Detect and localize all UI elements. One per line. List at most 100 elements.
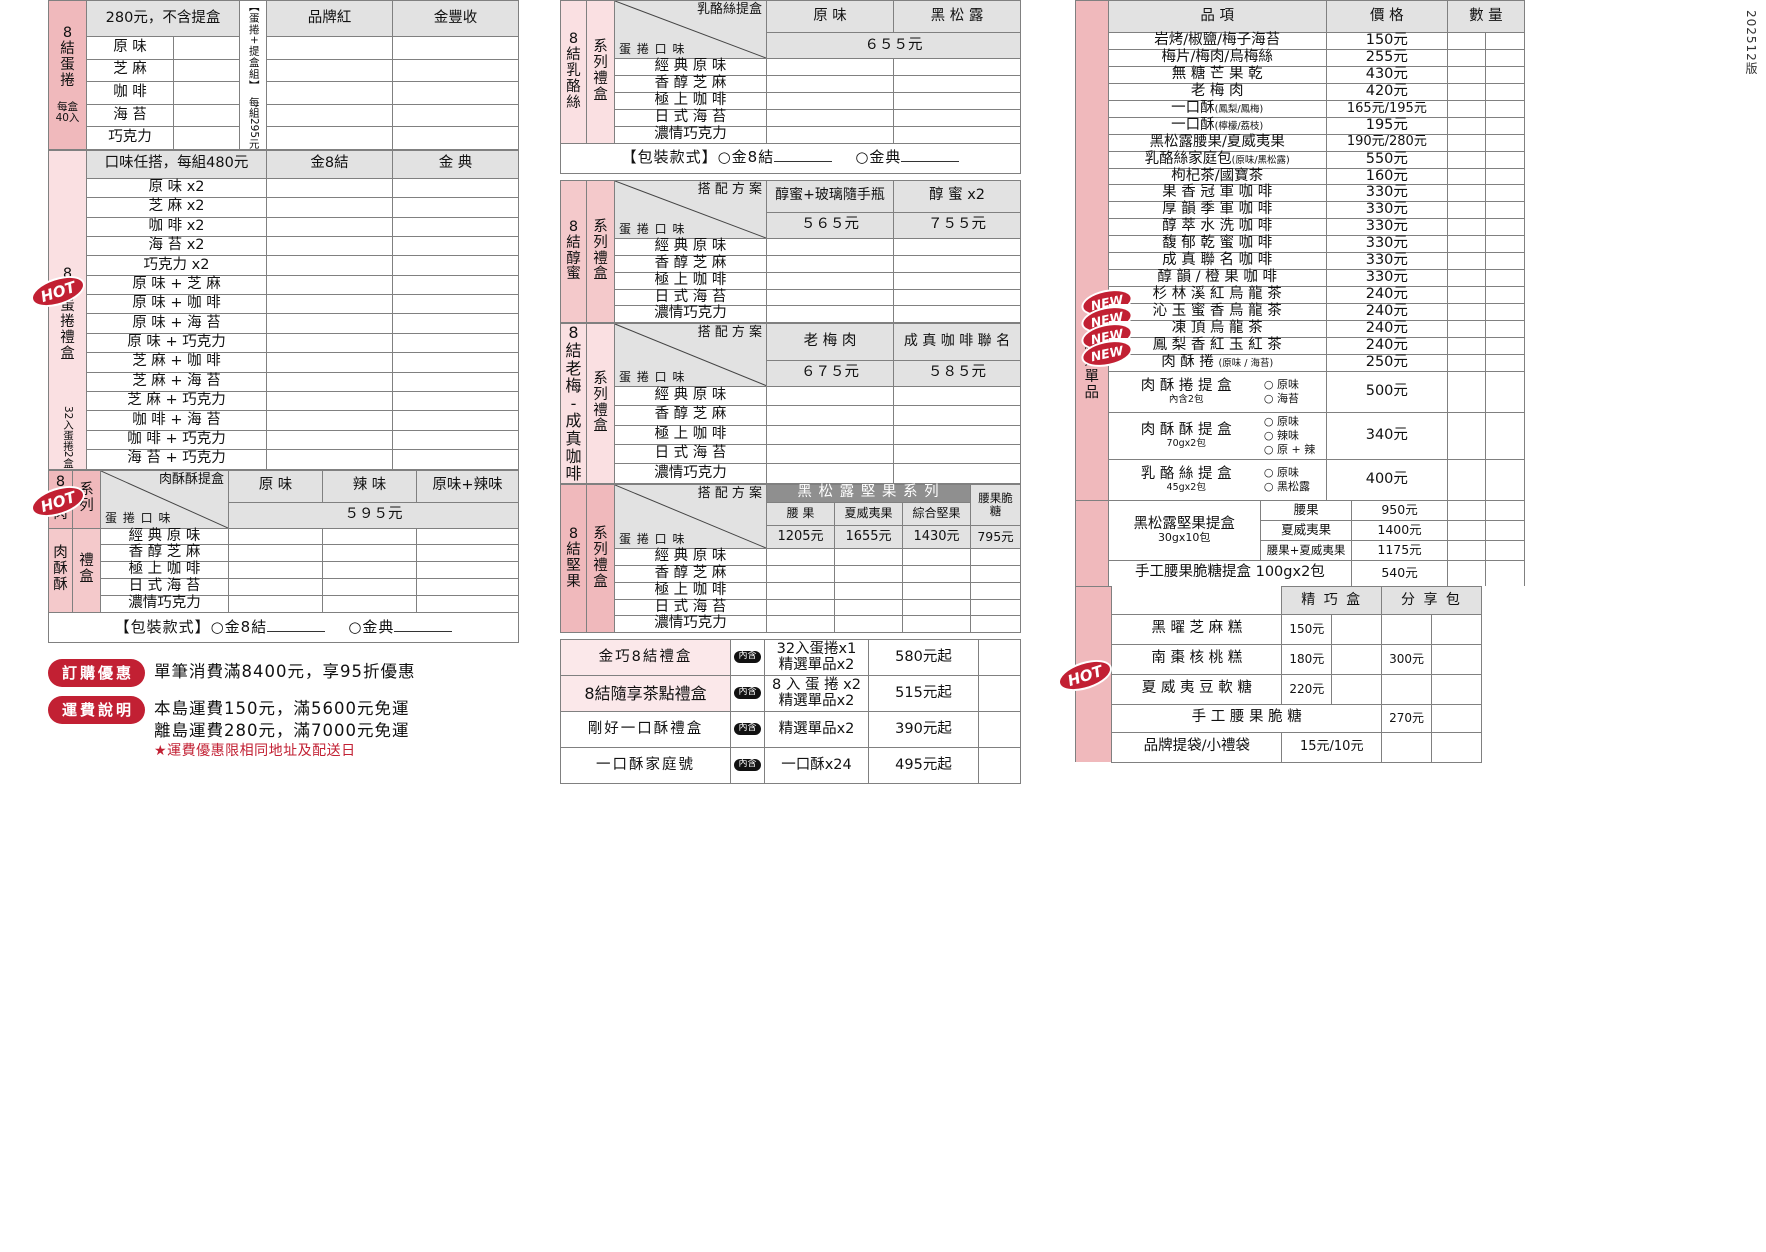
qty-cell[interactable] [766, 615, 835, 634]
qty-cell[interactable] [893, 271, 1021, 290]
qty-cell[interactable] [978, 711, 1021, 749]
qty-cell[interactable] [266, 58, 393, 83]
qty-cell[interactable] [766, 288, 894, 307]
qty-cell[interactable] [1446, 133, 1487, 152]
table-row[interactable]: 成 真 聯 名 咖 啡 330元 [1076, 252, 1525, 271]
qty-cell[interactable] [416, 527, 519, 546]
qty-cell[interactable] [392, 197, 519, 218]
pack-option-1[interactable]: ○金8結 [717, 148, 775, 167]
qty-cell[interactable] [766, 237, 894, 256]
qty-cell[interactable] [893, 443, 1021, 465]
table-row[interactable]: 南 棗 核 桃 糕 180元 300元 [1076, 643, 1525, 675]
qty-cell[interactable] [173, 81, 240, 105]
qty-cell[interactable] [392, 371, 519, 392]
qty-cell[interactable] [266, 216, 393, 237]
qty-cell[interactable] [978, 747, 1021, 785]
qty-cell[interactable] [834, 547, 903, 566]
qty-cell[interactable] [1485, 235, 1525, 254]
qty-cell[interactable] [766, 581, 835, 600]
table-row[interactable]: 黑 曜 芝 麻 糕 150元 [1076, 613, 1525, 645]
qty-cell[interactable] [1446, 65, 1487, 84]
qty-cell[interactable] [1446, 99, 1487, 118]
qty-cell[interactable] [266, 352, 393, 373]
table-row[interactable]: NEW 鳳 梨 香 紅 玉 紅 茶 240元 [1076, 335, 1525, 372]
qty-cell[interactable] [1485, 201, 1525, 220]
combo-row[interactable]: 8結隨享茶點禮盒 內含 8 入 蛋 捲 x2 精選單品x2 515元起 [560, 675, 1021, 713]
table-row[interactable]: 一口酥(鳳梨/鳳梅) 165元/195元 [1076, 99, 1525, 118]
pack-option-1[interactable]: ○金8結 [210, 617, 268, 636]
qty-cell[interactable] [1485, 336, 1525, 355]
qty-cell[interactable] [902, 598, 971, 617]
table-row[interactable]: 岩烤/椒鹽/梅子海苔 150元 [1076, 32, 1525, 50]
qty-cell[interactable] [766, 443, 894, 465]
qty-cell[interactable] [392, 429, 519, 451]
option-choice[interactable]: ○ 黑松露 [1263, 479, 1310, 493]
qty-cell[interactable] [1446, 32, 1487, 50]
qty-cell[interactable] [1485, 150, 1525, 169]
qty-cell[interactable] [173, 126, 240, 150]
qty-cell[interactable] [1485, 411, 1525, 460]
qty-cell[interactable] [1446, 319, 1487, 338]
qty-cell[interactable] [893, 405, 1021, 426]
qty-cell[interactable] [1331, 613, 1383, 645]
qty-cell[interactable] [1446, 201, 1487, 220]
table-row[interactable]: 夏 威 夷 豆 軟 糖 220元 [1076, 673, 1525, 705]
qty-cell[interactable] [766, 271, 894, 290]
qty-cell[interactable] [266, 332, 393, 354]
qty-cell[interactable] [766, 254, 894, 273]
qty-cell[interactable] [392, 235, 519, 257]
qty-cell[interactable] [266, 274, 393, 296]
qty-cell[interactable] [228, 527, 323, 546]
qty-cell[interactable] [392, 449, 519, 470]
qty-cell[interactable] [1446, 559, 1487, 587]
qty-cell[interactable] [266, 177, 393, 199]
qty-cell[interactable] [1485, 519, 1525, 541]
qty-cell[interactable] [1446, 252, 1487, 271]
qty-cell[interactable] [1485, 184, 1525, 203]
qty-cell[interactable] [266, 81, 393, 105]
qty-cell[interactable] [1381, 731, 1432, 763]
option-choice[interactable]: ○ 原 + 辣 [1263, 442, 1316, 456]
table-row[interactable]: 醇 萃 水 洗 咖 啡 330元 [1076, 218, 1525, 237]
qty-cell[interactable] [1446, 303, 1487, 321]
qty-cell[interactable] [392, 216, 519, 237]
pack-blank-2[interactable] [394, 630, 453, 632]
qty-cell[interactable] [266, 235, 393, 257]
qty-cell[interactable] [392, 126, 519, 150]
qty-cell[interactable] [392, 36, 519, 60]
qty-cell[interactable] [322, 595, 417, 614]
qty-cell[interactable] [1430, 673, 1482, 705]
qty-cell[interactable] [893, 74, 1021, 93]
qty-cell[interactable] [266, 103, 393, 128]
qty-cell[interactable] [416, 544, 519, 563]
table-row[interactable]: 乳酪絲家庭包(原味/黑松露) 550元 [1076, 150, 1525, 169]
table-row[interactable]: 無 糖 芒 果 乾 430元 [1076, 65, 1525, 84]
qty-cell[interactable] [266, 313, 393, 334]
pack-blank-1[interactable] [267, 630, 326, 632]
qty-cell[interactable] [1446, 48, 1487, 67]
qty-cell[interactable] [228, 578, 323, 597]
qty-cell[interactable] [766, 74, 894, 93]
qty-cell[interactable] [766, 424, 894, 445]
qty-cell[interactable] [893, 463, 1021, 484]
pack-option-2[interactable]: ○金典 [348, 617, 395, 636]
qty-cell[interactable] [1430, 613, 1482, 645]
qty-cell[interactable] [228, 544, 323, 563]
qty-cell[interactable] [392, 410, 519, 431]
qty-cell[interactable] [970, 598, 1021, 617]
qty-cell[interactable] [1485, 458, 1525, 501]
qty-cell[interactable] [893, 385, 1021, 407]
combo-row[interactable]: 金巧8結禮盒 內含 32入蛋捲x1 精選單品x2 580元起 [560, 639, 1021, 677]
table-row[interactable]: 肉 酥 捲 提 盒 內含2包 ○ 原味 ○ 海苔 500元 [1076, 370, 1525, 413]
qty-cell[interactable] [392, 332, 519, 354]
qty-cell[interactable] [1430, 731, 1482, 763]
qty-cell[interactable] [392, 81, 519, 105]
combo-row[interactable]: 一口酥家庭號 內含 一口酥x24 495元起 [560, 747, 1021, 785]
qty-cell[interactable] [1446, 218, 1487, 237]
qty-cell[interactable] [392, 58, 519, 83]
qty-cell[interactable] [392, 390, 519, 412]
qty-cell[interactable] [1446, 336, 1487, 355]
option-choice[interactable]: ○ 海苔 [1263, 391, 1299, 405]
qty-cell[interactable] [266, 36, 393, 60]
qty-cell[interactable] [1430, 643, 1482, 675]
